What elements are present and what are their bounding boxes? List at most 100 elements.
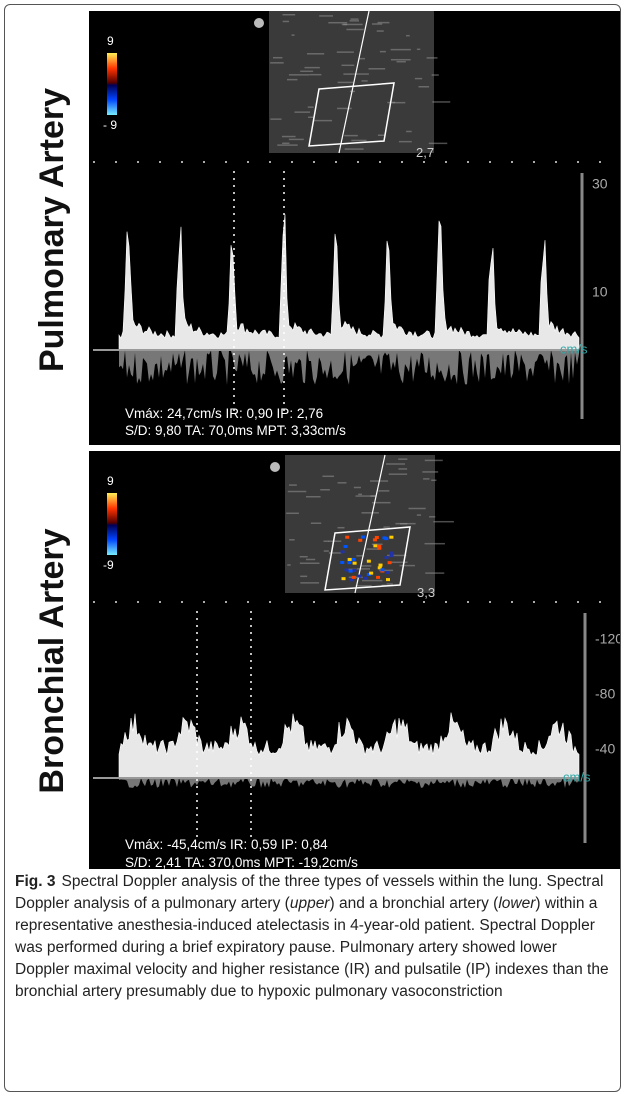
dot	[269, 161, 271, 163]
dot	[181, 161, 183, 163]
speckle	[282, 20, 290, 23]
dot	[599, 161, 601, 163]
speckle	[287, 564, 291, 566]
speckle	[299, 562, 320, 565]
speckle	[353, 486, 361, 489]
speckle	[281, 135, 296, 138]
speckle	[408, 507, 426, 510]
unit-label: cm/s	[563, 769, 591, 784]
spectrum-below	[119, 778, 579, 788]
speckle	[431, 74, 439, 76]
measurement: Vmáx: -45,4cm/s IR: 0,59 IP: 0,84	[125, 837, 328, 852]
speckle	[361, 512, 379, 514]
speckle	[356, 568, 370, 570]
speckle	[396, 60, 406, 63]
color-flow	[369, 571, 374, 575]
dot	[533, 161, 535, 163]
unit-label: cm/s	[560, 341, 588, 356]
speckle	[300, 582, 320, 584]
speckle	[432, 101, 451, 103]
scale-max: 9	[107, 34, 114, 48]
speckle	[379, 50, 386, 53]
speckle	[356, 555, 365, 557]
speckle	[390, 48, 411, 51]
color-flow	[388, 551, 393, 555]
speckle	[416, 514, 422, 516]
dot	[313, 161, 315, 163]
dot	[401, 601, 403, 603]
speckle	[377, 134, 386, 136]
color-flow	[352, 561, 357, 565]
speckle	[323, 540, 330, 542]
dot	[269, 601, 271, 603]
color-flow	[347, 557, 352, 561]
dot	[467, 161, 469, 163]
color-flow	[344, 568, 349, 572]
speckle	[433, 520, 454, 523]
speckle	[418, 85, 430, 88]
dot	[159, 161, 161, 163]
speckle	[368, 68, 386, 70]
side-label: Bronchial Artery	[33, 528, 71, 793]
speckle	[299, 555, 308, 558]
measurement: S/D: 2,41 TA: 370,0ms MPT: -19,2cm/s	[125, 855, 358, 869]
speckle	[282, 142, 290, 145]
scale-max: 9	[107, 474, 114, 488]
speckle	[349, 20, 359, 22]
side-label-svg: Bronchial Artery	[33, 528, 71, 793]
speckle	[429, 516, 436, 518]
speckle	[286, 512, 299, 515]
color-bar	[107, 53, 117, 115]
spectrum	[118, 712, 580, 779]
speckle	[379, 569, 394, 572]
speckle	[272, 56, 283, 59]
speckle	[300, 575, 308, 578]
speckle	[322, 475, 335, 478]
dot	[577, 161, 579, 163]
color-flow	[349, 578, 354, 582]
speckle	[395, 522, 416, 525]
dot	[203, 161, 205, 163]
speckle	[416, 48, 421, 51]
speckle	[351, 139, 367, 142]
speckle	[388, 473, 408, 475]
speckle	[424, 459, 443, 462]
speckle	[428, 142, 448, 145]
caption-text: ) and a bronchial artery (	[329, 895, 499, 912]
caption-text: upper	[289, 895, 330, 912]
speckle	[355, 495, 376, 497]
speckle	[398, 140, 412, 143]
beam-line	[338, 11, 370, 154]
dot	[247, 601, 249, 603]
speckle	[328, 540, 342, 542]
speckle	[336, 51, 354, 53]
speckle	[414, 77, 423, 80]
color-flow	[387, 561, 392, 565]
speckle	[371, 23, 383, 25]
dot	[313, 601, 315, 603]
side-label-svg: Pulmonary Artery	[33, 88, 71, 372]
scale-label: -40	[595, 741, 615, 757]
dot	[511, 161, 513, 163]
speckle	[277, 144, 298, 146]
speckle	[398, 458, 408, 460]
dot	[445, 161, 447, 163]
caption: Fig. 3 Spectral Doppler analysis of the t…	[15, 871, 611, 1003]
color-flow	[374, 535, 379, 539]
scale-min: - 9	[103, 118, 117, 132]
scale-min: -9	[103, 558, 114, 572]
color-flow	[358, 538, 363, 542]
color-flow	[377, 546, 382, 550]
dot	[489, 601, 491, 603]
speckle	[366, 548, 380, 550]
dot	[137, 161, 139, 163]
measurement: S/D: 9,80 TA: 70,0ms MPT: 3,33cm/s	[125, 423, 346, 438]
spectrum	[118, 214, 580, 351]
caption-text: Spectral Doppler analysis of the three t…	[15, 873, 604, 912]
speckle	[391, 561, 408, 564]
speckle	[287, 490, 307, 493]
speckle	[344, 148, 364, 150]
speckle	[307, 53, 325, 55]
scale-label: 30	[592, 176, 608, 192]
speckle	[355, 585, 372, 587]
